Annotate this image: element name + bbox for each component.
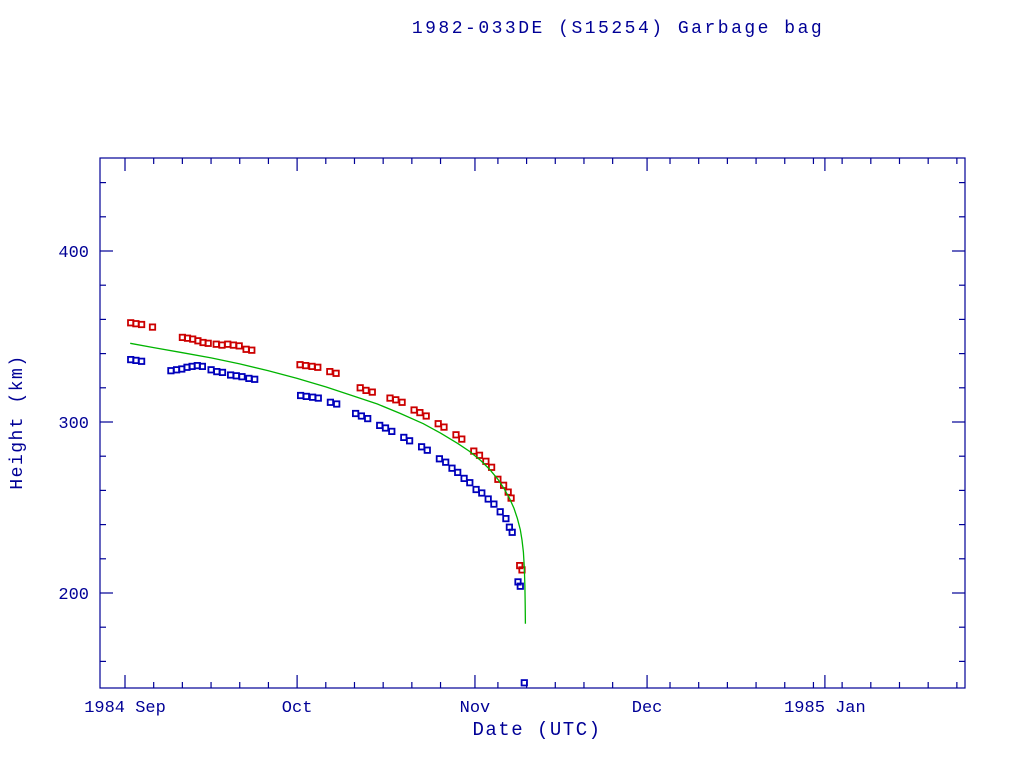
apogee-height-point bbox=[392, 396, 400, 404]
apogee-height-point bbox=[204, 339, 212, 347]
apogee-height-point bbox=[368, 388, 376, 396]
apogee-height-point bbox=[487, 463, 496, 471]
perigee-height-point bbox=[460, 474, 468, 483]
perigee-height-point bbox=[167, 367, 175, 375]
perigee-height-point bbox=[213, 367, 221, 376]
apogee-height-point bbox=[470, 447, 478, 455]
perigee-height-point bbox=[484, 495, 492, 503]
apogee-height-point bbox=[386, 394, 394, 402]
perigee-height-point bbox=[232, 372, 240, 380]
apogee-height-point bbox=[132, 320, 140, 328]
perigee-height-point bbox=[466, 479, 474, 487]
perigee-height-point bbox=[472, 485, 480, 494]
apogee-height-point bbox=[356, 384, 364, 392]
apogee-height-point bbox=[224, 340, 232, 348]
perigee-height-point bbox=[351, 409, 360, 418]
perigee-height-point bbox=[218, 368, 227, 377]
apogee-height-point bbox=[235, 342, 243, 350]
perigee-height-point bbox=[502, 515, 510, 523]
apogee-height-point bbox=[296, 361, 304, 369]
apogee-height-point bbox=[458, 435, 466, 443]
apogee-height-point bbox=[302, 361, 310, 370]
apogee-height-point bbox=[332, 369, 340, 377]
perigee-height-point bbox=[226, 371, 235, 379]
apogee-height-point bbox=[212, 340, 220, 348]
perigee-height-point bbox=[357, 412, 366, 420]
apogee-height-point bbox=[229, 341, 237, 349]
perigee-height-point bbox=[308, 393, 317, 401]
perigee-height-point bbox=[423, 446, 431, 454]
apogee-height-point bbox=[308, 362, 316, 371]
perigee-height-point bbox=[454, 468, 462, 477]
perigee-height-point bbox=[435, 455, 444, 463]
y-tick-label: 200 bbox=[58, 586, 89, 605]
apogee-height-point bbox=[482, 457, 490, 465]
perigee-height-point bbox=[478, 489, 486, 497]
perigee-height-point bbox=[245, 374, 253, 383]
perigee-height-point bbox=[448, 464, 456, 472]
perigee-height-point bbox=[296, 391, 305, 400]
y-tick-label: 400 bbox=[58, 244, 89, 263]
chart-title: 1982-033DE (S15254) Garbage bag bbox=[411, 19, 825, 39]
apogee-height-point bbox=[398, 398, 406, 406]
perigee-height-point bbox=[238, 373, 246, 381]
perigee-height-point bbox=[333, 400, 341, 408]
apogee-height-point bbox=[416, 408, 424, 417]
x-tick-label: 1984 Sep bbox=[84, 699, 166, 718]
x-axis-title: Date (UTC) bbox=[472, 719, 602, 741]
x-tick-label: 1985 Jan bbox=[784, 699, 866, 718]
perigee-height-point bbox=[508, 528, 516, 536]
perigee-height-point bbox=[314, 394, 322, 402]
apogee-height-point bbox=[242, 345, 250, 353]
data-layer bbox=[127, 319, 528, 687]
perigee-height-point bbox=[251, 375, 259, 383]
perigee-height-point bbox=[405, 437, 414, 445]
x-tick-label: Nov bbox=[460, 699, 491, 718]
perigee-height-point bbox=[516, 582, 524, 590]
perigee-height-point bbox=[302, 392, 310, 401]
perigee-height-point bbox=[207, 366, 215, 374]
apogee-height-point bbox=[440, 423, 448, 431]
perigee-height-point bbox=[400, 433, 408, 442]
fitted-mean-height-line bbox=[130, 342, 527, 624]
x-tick-label: Dec bbox=[632, 699, 663, 718]
apogee-height-point bbox=[434, 420, 442, 428]
perigee-height-point bbox=[376, 421, 384, 430]
apogee-height-point bbox=[452, 431, 460, 439]
perigee-height-point bbox=[326, 398, 335, 406]
apogee-height-point bbox=[148, 323, 157, 331]
perigee-height-point bbox=[132, 356, 140, 365]
apogee-height-point bbox=[218, 341, 226, 349]
perigee-height-point bbox=[381, 424, 390, 432]
x-tick-label: Oct bbox=[282, 699, 313, 718]
perigee-height-point bbox=[198, 362, 206, 371]
perigee-height-point bbox=[520, 679, 528, 687]
apogee-height-point bbox=[248, 346, 256, 354]
perigee-height-point bbox=[417, 443, 426, 451]
perigee-height-series bbox=[127, 355, 528, 687]
apogee-height-point bbox=[326, 367, 334, 376]
apogee-height-point bbox=[137, 320, 146, 329]
apogee-height-point bbox=[422, 412, 430, 420]
y-tick-label: 300 bbox=[58, 415, 89, 434]
apogee-height-point bbox=[314, 363, 322, 371]
perigee-height-point bbox=[137, 357, 146, 365]
apogee-height-point bbox=[475, 451, 484, 459]
apogee-height-point bbox=[362, 386, 370, 395]
perigee-height-point bbox=[388, 427, 396, 436]
perigee-height-point bbox=[496, 508, 504, 516]
plot-frame bbox=[99, 157, 966, 689]
apogee-height-series bbox=[127, 319, 526, 574]
perigee-height-point bbox=[442, 458, 450, 466]
perigee-height-point bbox=[490, 500, 498, 508]
apogee-height-point bbox=[410, 406, 418, 414]
apogee-height-point bbox=[494, 475, 502, 483]
perigee-height-point bbox=[364, 414, 372, 423]
